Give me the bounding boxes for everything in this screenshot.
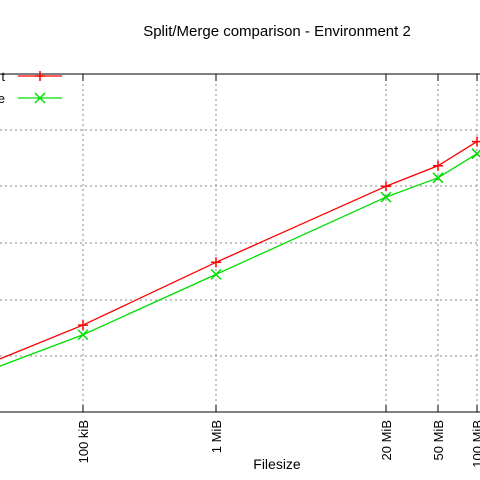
x-marker (210, 268, 222, 280)
x-marker (380, 191, 392, 203)
x-axis-label: Filesize (253, 456, 301, 472)
legend-label-t: t (1, 69, 5, 84)
x-axis: 100 kiB 1 MiB 20 MiB 50 MiB 100 MiB (76, 74, 480, 468)
plus-marker (35, 71, 45, 81)
chart-title: Split/Merge comparison - Environment 2 (143, 23, 411, 40)
x-tick-label: 1 MiB (209, 420, 224, 453)
x-marker (432, 172, 444, 184)
grid (0, 74, 480, 412)
x-marker (77, 329, 89, 341)
plus-marker (381, 181, 391, 192)
plus-marker (433, 160, 443, 171)
x-marker (471, 148, 480, 160)
plus-marker (78, 320, 88, 331)
plot-frame (0, 73, 480, 413)
x-tick-label: 100 MiB (470, 420, 480, 468)
plus-marker (211, 257, 221, 268)
x-tick-label: 50 MiB (431, 420, 446, 460)
plus-marker (472, 136, 480, 147)
series (0, 136, 480, 367)
legend-label-e: e (0, 91, 5, 106)
legend: te (0, 69, 62, 106)
x-marker (34, 92, 46, 104)
series-line-e (0, 153, 478, 367)
x-tick-label: 100 kiB (76, 420, 91, 463)
series-line-t (0, 141, 478, 360)
x-tick-label: 20 MiB (379, 420, 394, 460)
